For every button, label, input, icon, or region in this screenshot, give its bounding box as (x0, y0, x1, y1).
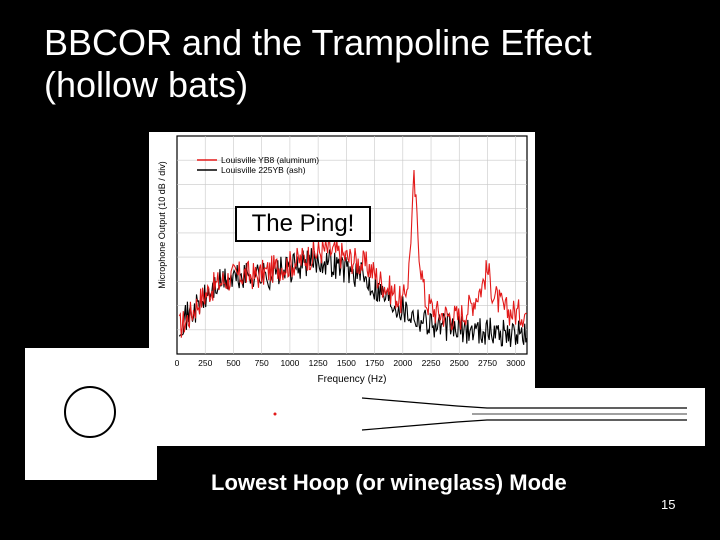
series-line-aluminum (178, 169, 527, 338)
cross-section-panel (25, 348, 157, 480)
x-tick-label: 250 (198, 358, 212, 368)
x-tick-label: 1250 (309, 358, 328, 368)
x-tick-label: 1750 (365, 358, 384, 368)
x-tick-label: 3000 (506, 358, 525, 368)
slide-title: BBCOR and the Trampoline Effect (hollow … (44, 22, 592, 105)
x-tick-label: 500 (226, 358, 240, 368)
x-tick-label: 2750 (478, 358, 497, 368)
legend-entry: Louisville YB8 (aluminum) (221, 155, 319, 165)
legend-entry: Louisville 225YB (ash) (221, 165, 306, 175)
bat-diagram-panel (157, 388, 705, 446)
x-tick-label: 750 (255, 358, 269, 368)
x-tick-label: 1500 (337, 358, 356, 368)
x-tick-label: 1000 (280, 358, 299, 368)
x-tick-label: 2000 (393, 358, 412, 368)
spectrum-chart: 0 250 500 750 1000 1250 1500 1750 2000 2250 2500 27… (157, 135, 528, 385)
y-axis-label: Microphone Output (10 dB / div) (157, 161, 167, 289)
ping-annotation: The Ping! (235, 206, 371, 242)
plot-frame (176, 135, 528, 355)
x-tick-label: 2500 (450, 358, 469, 368)
x-tick-label: 2250 (422, 358, 441, 368)
slide-number: 15 (661, 497, 676, 512)
bat-profile-diagram (273, 397, 687, 431)
mode-caption: Lowest Hoop (or wineglass) Mode (211, 470, 567, 495)
x-tick-label: 0 (175, 358, 180, 368)
x-axis-label: Frequency (Hz) (318, 374, 387, 385)
hoop-cross-section-icon (64, 386, 116, 438)
